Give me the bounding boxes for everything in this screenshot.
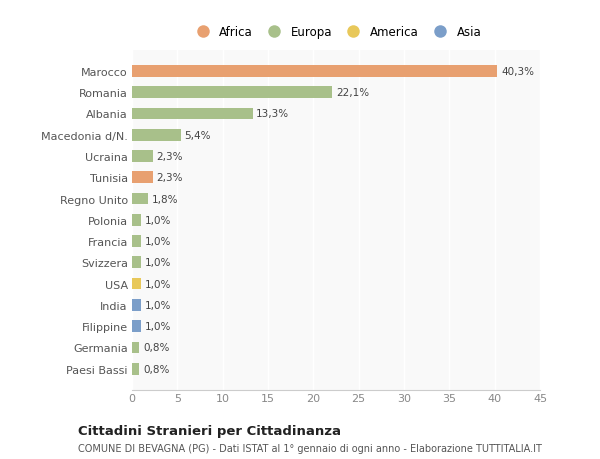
Text: 1,8%: 1,8% xyxy=(152,194,178,204)
Bar xyxy=(132,108,253,120)
Bar xyxy=(132,172,153,184)
Text: 5,4%: 5,4% xyxy=(185,130,211,140)
Bar xyxy=(132,129,181,141)
Bar xyxy=(132,342,139,353)
Text: 2,3%: 2,3% xyxy=(157,173,183,183)
Bar xyxy=(132,151,153,162)
Bar xyxy=(132,257,141,269)
Bar xyxy=(132,236,141,247)
Text: 1,0%: 1,0% xyxy=(145,321,171,331)
Legend: Africa, Europa, America, Asia: Africa, Europa, America, Asia xyxy=(187,22,485,42)
Text: 1,0%: 1,0% xyxy=(145,300,171,310)
Text: COMUNE DI BEVAGNA (PG) - Dati ISTAT al 1° gennaio di ogni anno - Elaborazione TU: COMUNE DI BEVAGNA (PG) - Dati ISTAT al 1… xyxy=(78,443,542,453)
Text: 40,3%: 40,3% xyxy=(501,67,534,77)
Bar xyxy=(132,320,141,332)
Bar xyxy=(132,214,141,226)
Text: 2,3%: 2,3% xyxy=(157,151,183,162)
Text: 1,0%: 1,0% xyxy=(145,279,171,289)
Bar xyxy=(132,299,141,311)
Bar xyxy=(132,278,141,290)
Text: Cittadini Stranieri per Cittadinanza: Cittadini Stranieri per Cittadinanza xyxy=(78,424,341,437)
Bar xyxy=(132,193,148,205)
Bar xyxy=(132,363,139,375)
Text: 0,8%: 0,8% xyxy=(143,343,169,353)
Text: 0,8%: 0,8% xyxy=(143,364,169,374)
Text: 1,0%: 1,0% xyxy=(145,215,171,225)
Text: 1,0%: 1,0% xyxy=(145,236,171,246)
Text: 1,0%: 1,0% xyxy=(145,258,171,268)
Text: 22,1%: 22,1% xyxy=(336,88,369,98)
Bar xyxy=(132,66,497,78)
Bar xyxy=(132,87,332,99)
Text: 13,3%: 13,3% xyxy=(256,109,289,119)
